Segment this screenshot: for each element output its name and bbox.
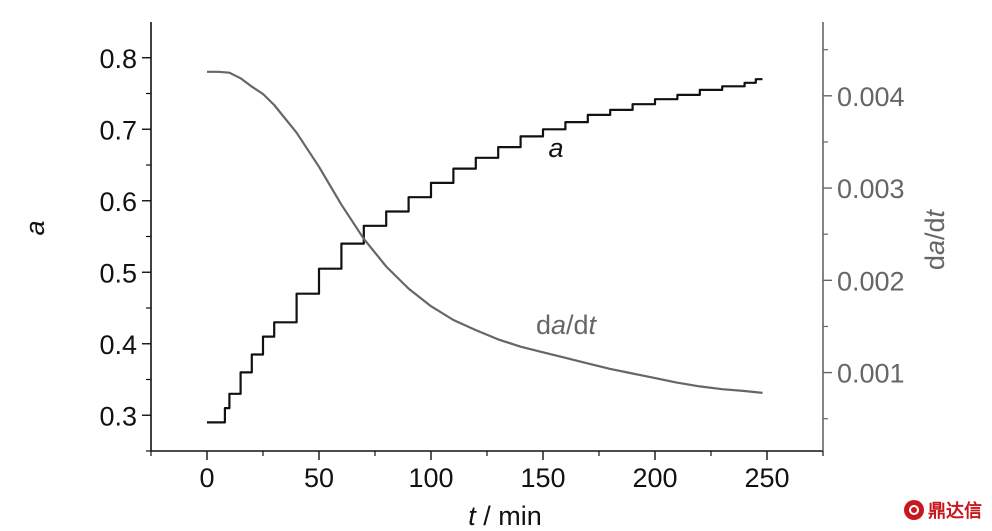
- y-right-tick-label: 0.001: [837, 359, 905, 389]
- y-right-tick-label: 0.003: [837, 174, 905, 204]
- y-left-tick-label: 0.3: [99, 401, 137, 431]
- watermark-text: 鼎达信: [928, 501, 982, 522]
- x-tick-label: 250: [744, 463, 789, 493]
- y-right-tick-label: 0.002: [837, 266, 905, 296]
- x-tick-label: 0: [199, 463, 214, 493]
- y-left-tick-label: 0.4: [99, 330, 137, 360]
- y-left-tick-label: 0.8: [99, 44, 137, 74]
- series-label-dadt-italic1: a: [551, 310, 566, 340]
- series-line-a: [207, 78, 763, 424]
- watermark: 鼎达信: [904, 497, 982, 523]
- series-label-dadt-italic2: t: [589, 310, 598, 340]
- y-right-axis-title: da/dt: [920, 208, 950, 270]
- x-tick-label: 100: [408, 463, 453, 493]
- series-label-dadt-mid: /d: [566, 310, 589, 340]
- x-axis-title-var: t: [468, 501, 477, 531]
- series-label-dadt: da/dt: [536, 310, 598, 340]
- y-left-tick-label: 0.6: [99, 187, 137, 217]
- x-tick-label: 50: [304, 463, 334, 493]
- x-tick-label: 150: [520, 463, 565, 493]
- y-left-tick-label: 0.7: [99, 115, 137, 145]
- y-left-axis-title: a: [20, 220, 50, 235]
- series-line-dadt: [207, 70, 763, 394]
- ticks-group: 0 50 100 150 200 250 0.3 0.4 0.5 0.6 0.7 0.8 0.001 0.…: [99, 44, 904, 493]
- x-axis-title-unit: / min: [476, 501, 542, 531]
- series-label-dadt-prefix: d: [536, 310, 551, 340]
- x-axis-title: t / min: [468, 501, 542, 531]
- series-label-a: a: [548, 133, 563, 163]
- y-right-axis-title-italic2: t: [920, 208, 950, 217]
- y-right-axis-title-italic1: a: [920, 240, 950, 255]
- y-right-axis-title-mid: /d: [920, 217, 950, 240]
- watermark-logo-icon: [904, 500, 924, 520]
- series-group: [207, 70, 763, 424]
- y-left-tick-label: 0.5: [99, 258, 137, 288]
- x-tick-label: 200: [632, 463, 677, 493]
- y-right-tick-label: 0.004: [837, 82, 905, 112]
- y-right-axis-title-prefix: d: [920, 255, 950, 270]
